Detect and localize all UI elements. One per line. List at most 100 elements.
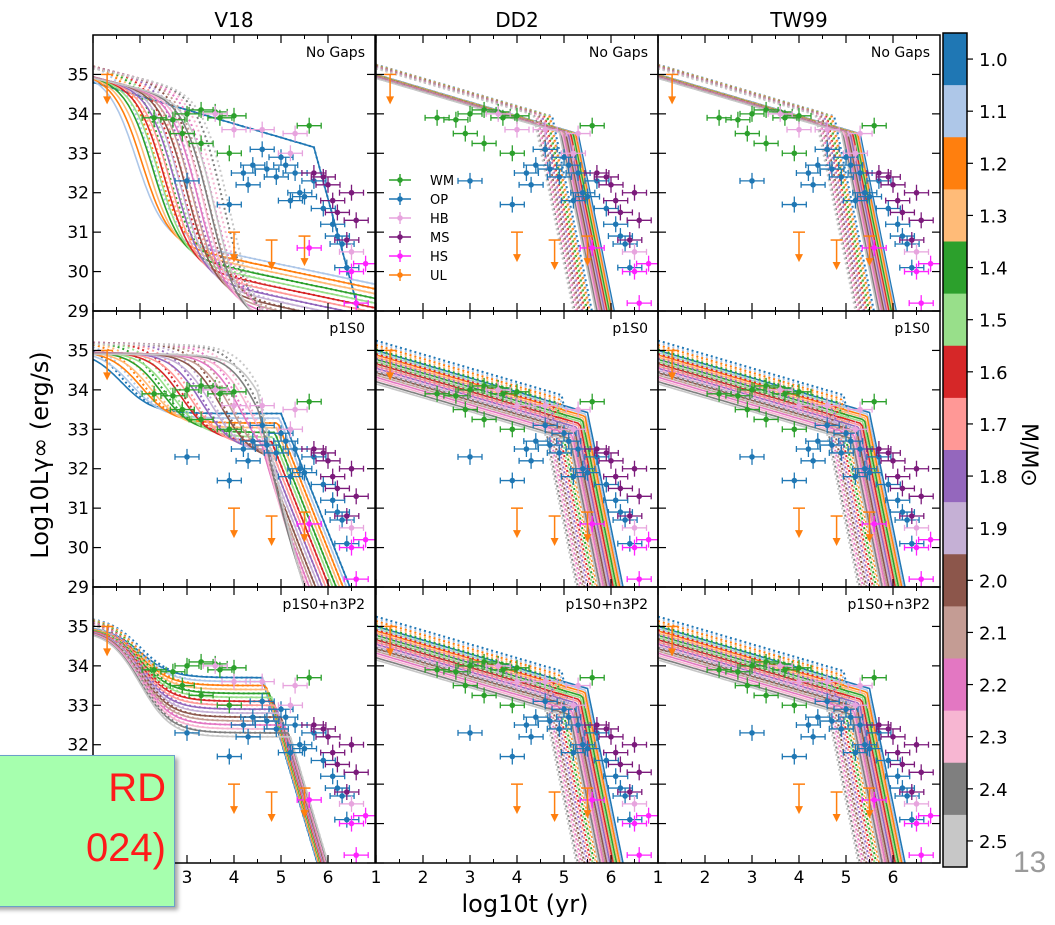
legend-entry-MS: MS (389, 231, 449, 246)
obs-point-HB (282, 125, 308, 142)
cooling-curve-2.4 (658, 656, 883, 863)
obs-point-HB (814, 673, 840, 690)
obs-point-UL (265, 239, 278, 271)
cooling-curve-1.0-dotted (93, 350, 351, 587)
obs-point-OP (856, 740, 883, 757)
cooling-curve-2.5 (93, 634, 329, 863)
obs-point-UL (511, 231, 523, 263)
obs-point-OP (875, 752, 901, 769)
obs-point-HB (903, 243, 930, 260)
obs-point-MS (875, 168, 901, 185)
obs-point-OP (805, 709, 831, 726)
obs-point-HB (277, 145, 304, 162)
obs-point-WM (504, 107, 530, 124)
colorbar-tick-label: 2.4 (979, 780, 1008, 801)
cooling-curve-2.3 (658, 654, 885, 863)
obs-point-OP (885, 768, 911, 785)
obs-point-WM (296, 669, 322, 686)
cooling-curve-1.5-dotted (93, 65, 375, 305)
obs-point-MS (320, 744, 346, 761)
cooling-curve-1.0-dotted (376, 615, 602, 863)
obs-point-OP (324, 780, 351, 797)
obs-point-MS (889, 480, 916, 497)
cooling-curve-2.3 (93, 633, 328, 863)
cooling-curve-2.5 (376, 659, 600, 863)
obs-point-OP (781, 196, 807, 213)
obs-point-WM (786, 107, 812, 124)
obs-point-WM (207, 385, 233, 402)
obs-point-MS (885, 744, 911, 761)
obs-point-MS (315, 728, 341, 745)
obs-point-WM (725, 111, 751, 128)
y-tick-label: 32 (67, 460, 89, 480)
obs-point-UL (793, 783, 805, 815)
cooling-curve-1.8-dotted (93, 341, 324, 587)
cooling-curve-2.2 (658, 652, 887, 863)
annotation-line-1: RD (108, 766, 166, 810)
obs-point-HS (579, 791, 605, 808)
obs-point-MS (593, 444, 619, 461)
obs-point-OP (551, 701, 577, 718)
obs-point-WM (188, 653, 214, 670)
obs-point-OP (254, 161, 280, 178)
x-tick-label: 1 (653, 868, 664, 888)
obs-point-WM (772, 109, 798, 126)
obs-point-UL (265, 515, 278, 547)
obs-point-OP (532, 417, 558, 434)
obs-point-HB (847, 677, 873, 694)
obs-point-OP (607, 780, 634, 797)
obs-point-OP (574, 188, 601, 205)
svg-text:HB: HB (430, 212, 449, 227)
obs-point-MS (324, 204, 351, 221)
obs-point-OP (833, 701, 859, 718)
obs-point-OP (899, 259, 925, 276)
cooling-curve-2.3 (658, 378, 885, 587)
obs-point-HS (903, 263, 930, 280)
cooling-curve-2.0 (376, 648, 608, 863)
x-tick-label: 5 (559, 868, 570, 888)
column-title: DD2 (495, 8, 539, 32)
obs-point-OP (249, 417, 275, 434)
obs-point-WM (781, 421, 807, 438)
obs-point-WM (739, 657, 765, 674)
obs-point-WM (188, 687, 214, 704)
obs-point-MS (343, 488, 369, 505)
y-tick-label: 33 (67, 696, 89, 716)
cooling-curve-2.2 (376, 652, 605, 863)
obs-point-OP (537, 713, 563, 730)
obs-point-WM (207, 661, 233, 678)
panel-2-2: 1 2 3 4 5 6 p1S0+n3P2 (653, 586, 941, 888)
obs-point-OP (287, 460, 313, 477)
x-axis-label: log10t (yr) (462, 890, 589, 918)
obs-point-UL (384, 625, 397, 657)
obs-point-MS (621, 184, 648, 201)
obs-point-HB (621, 243, 648, 260)
cooling-curve-1.3-dotted (93, 342, 341, 587)
obs-point-WM (424, 661, 450, 678)
obs-point-OP (216, 196, 242, 213)
cooling-curve-1.0-dotted (376, 339, 602, 587)
panel-label: p1S0 (894, 321, 930, 337)
obs-point-HB (221, 673, 247, 690)
obs-point-HS (917, 531, 940, 548)
obs-point-HS (621, 815, 648, 832)
obs-point-HB (282, 401, 308, 418)
cooling-curve-1.2 (93, 353, 344, 587)
obs-point-OP (174, 448, 200, 465)
cooling-curve-2.3 (376, 378, 603, 587)
panel-1-1: p1S0 (375, 310, 659, 588)
obs-point-WM (216, 145, 242, 162)
obs-point-MS (866, 165, 892, 181)
obs-point-HB (249, 121, 275, 138)
obs-point-OP (570, 736, 596, 753)
x-tick-label: 1 (371, 868, 382, 888)
obs-point-MS (617, 784, 643, 801)
obs-point-MS (310, 720, 336, 737)
obs-point-OP (852, 736, 878, 753)
obs-point-OP (889, 504, 916, 521)
colorbar-swatch-2.1 (943, 606, 967, 659)
cooling-curve-1.9-dotted (93, 622, 325, 863)
obs-point-MS (866, 717, 892, 733)
obs-point-MS (899, 508, 925, 525)
obs-point-WM (499, 697, 525, 714)
